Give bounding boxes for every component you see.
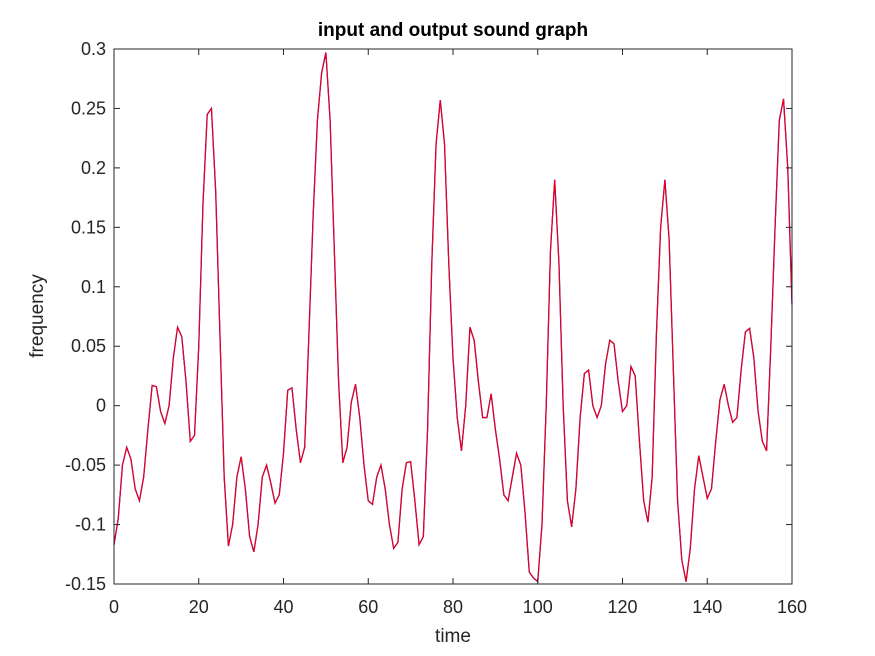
y-tick-label: 0.3 bbox=[81, 39, 106, 59]
y-tick-label: -0.05 bbox=[65, 455, 106, 475]
y-tick-label: 0.25 bbox=[71, 98, 106, 118]
x-tick-label: 40 bbox=[273, 597, 293, 617]
series-input-line bbox=[113, 52, 793, 583]
y-tick-label: 0.1 bbox=[81, 277, 106, 297]
series-layer bbox=[113, 52, 793, 583]
x-tick-label: 140 bbox=[692, 597, 722, 617]
y-tick-label: 0.05 bbox=[71, 336, 106, 356]
x-tick-label: 160 bbox=[777, 597, 807, 617]
chart-title: input and output sound graph bbox=[317, 20, 589, 41]
x-tick-label: 80 bbox=[443, 597, 463, 617]
axes-box bbox=[113, 48, 793, 585]
x-tick-label: 0 bbox=[109, 597, 119, 617]
series-output-line bbox=[113, 52, 793, 583]
y-tick-label: -0.15 bbox=[65, 574, 106, 594]
x-tick-label: 20 bbox=[189, 597, 209, 617]
y-tick-label: 0.15 bbox=[71, 217, 106, 237]
x-tick-label: 100 bbox=[523, 597, 553, 617]
y-tick-label: 0.2 bbox=[81, 158, 106, 178]
x-axis-label: time bbox=[435, 626, 471, 647]
y-tick-label: -0.1 bbox=[75, 515, 106, 535]
x-tick-label: 60 bbox=[358, 597, 378, 617]
y-tick-label: 0 bbox=[96, 396, 106, 416]
x-tick-label: 120 bbox=[607, 597, 637, 617]
axes: 0 20 40 60 80 100 120 140 160 -0.15 -0.1 -0.05 0 0.05… bbox=[65, 39, 807, 617]
